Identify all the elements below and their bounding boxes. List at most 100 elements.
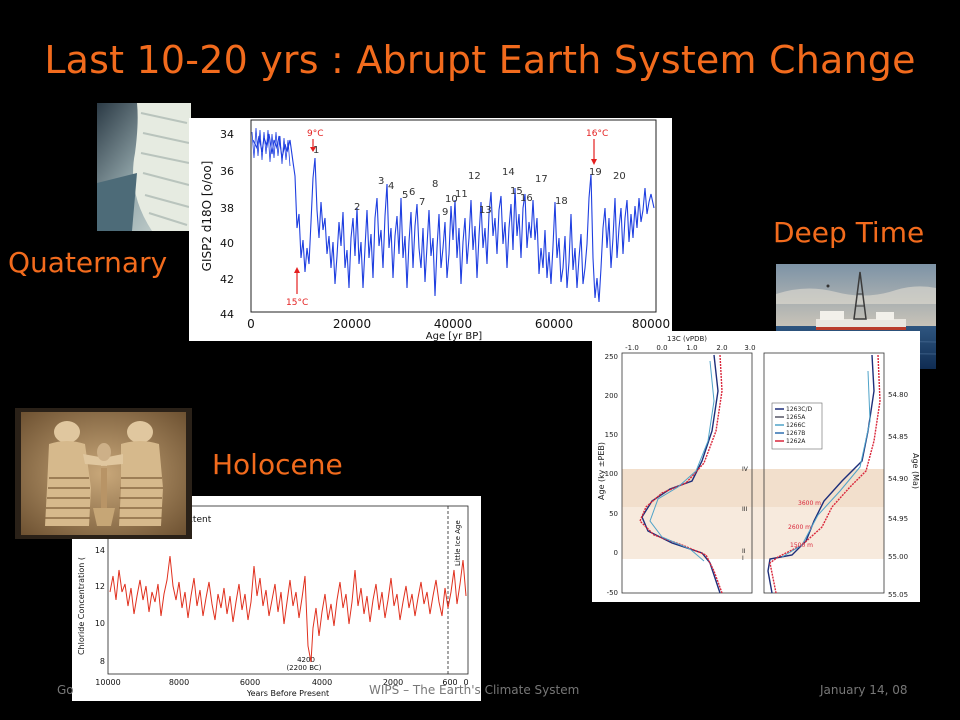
gisp2-y-tick: 42	[220, 273, 234, 286]
event-number: 14	[502, 167, 515, 178]
annotation-9c: 9°C	[307, 129, 324, 139]
chloride-y-tick: 14	[95, 546, 105, 555]
ice-core-photo	[97, 103, 191, 231]
roman-marker: II	[742, 548, 746, 555]
chloride-x-tick: 0	[463, 678, 468, 687]
chloride-x-tick: 6000	[240, 678, 260, 687]
top-tick: -1.0	[625, 344, 639, 352]
event-number: 4	[388, 181, 394, 192]
chloride-x-tick: 4000	[312, 678, 332, 687]
legend-entry: 1262A	[786, 438, 806, 445]
event-number: 12	[468, 171, 481, 182]
slide-title: Last 10-20 yrs : Abrupt Earth System Cha…	[44, 38, 916, 82]
gisp2-chart: 34 36 38 40 42 44 GISP2 d18O [o/oo] 0 20…	[189, 118, 672, 342]
chloride-x-tick: 2000	[383, 678, 403, 687]
chloride-y-tick: 8	[100, 657, 105, 666]
gisp2-x-tick: 20000	[333, 317, 371, 331]
gisp2-y-ticks: 34 36 38 40 42 44	[220, 128, 234, 321]
roman-marker: I	[742, 555, 744, 562]
roman-marker: IV	[742, 466, 749, 473]
gisp2-y-label: GISP2 d18O [o/oo]	[200, 161, 214, 272]
depth-labels: 3600 m 2600 m 1500 m	[788, 500, 821, 549]
right-tick: 55.05	[888, 591, 908, 599]
gisp2-y-tick: 36	[220, 165, 234, 178]
left-tick: 200	[605, 392, 618, 400]
chloride-y-ticks: 8 10 12 14	[95, 546, 105, 666]
right-tick: 54.90	[888, 475, 908, 483]
right-tick: 54.80	[888, 391, 908, 399]
left-ticks: 250 200 150 100 50 0 -50	[605, 353, 618, 597]
event-number: 9	[442, 207, 448, 218]
event-number: 20	[613, 171, 626, 182]
chloride-x-label: Years Before Present	[246, 689, 329, 698]
right-ticks: 54.80 54.85 54.90 54.95 55.00 55.05	[888, 391, 908, 599]
left-tick: 150	[605, 431, 618, 439]
annotation-15c: 15°C	[286, 298, 308, 308]
gisp2-x-ticks: 0 20000 40000 60000 80000	[247, 317, 670, 331]
chloride-x-tick: 10000	[95, 678, 120, 687]
quaternary-label: Quaternary	[8, 246, 168, 279]
event-number: 3	[378, 176, 384, 187]
gisp2-x-tick: 0	[247, 317, 255, 331]
roman-marker: III	[742, 506, 748, 513]
deep-time-label: Deep Time	[773, 216, 925, 249]
left-tick: 250	[605, 353, 618, 361]
chloride-x-ticks: 10000 8000 6000 4000 2000 600 0	[95, 678, 468, 687]
annotation-2200bc: (2200 BC)	[286, 664, 321, 672]
sumerian-relief-photo	[15, 408, 192, 539]
depth-label: 3600 m	[798, 500, 821, 507]
event-number: 13	[479, 205, 492, 216]
legend-entry: 1266C	[786, 422, 805, 429]
right-tick: 54.85	[888, 433, 908, 441]
chloride-x-tick: 600	[442, 678, 457, 687]
chloride-x-tick: 8000	[169, 678, 189, 687]
deep-time-chart: 13C (vPDB) -1.0 0.0 1.0 2.0 3.0 250 200 …	[592, 331, 920, 602]
event-number: 15	[510, 186, 523, 197]
gisp2-x-tick: 60000	[535, 317, 573, 331]
event-number: 5	[402, 190, 408, 201]
event-number: 11	[455, 189, 468, 200]
right-y-label: Age (Ma)	[911, 453, 920, 489]
gisp2-y-tick: 40	[220, 237, 234, 250]
left-tick: 100	[605, 470, 618, 478]
legend-entry: 1265A	[786, 414, 806, 421]
top-tick: 2.0	[716, 344, 727, 352]
annotation-16c: 16°C	[586, 129, 608, 139]
footer-right: January 14, 08	[820, 683, 908, 697]
legend-entry: 1263C/D	[786, 406, 812, 413]
chloride-y-tick: 12	[95, 582, 105, 591]
gisp2-x-tick: 40000	[434, 317, 472, 331]
footer-center: WIPS – The Earth's Climate System	[369, 683, 580, 697]
chloride-chart: ea Ice Extent Chloride Concentration ( 8…	[72, 496, 481, 701]
delta13c-label: 13C (vPDB)	[667, 335, 707, 343]
event-number: 7	[419, 197, 425, 208]
footer-left: Go	[57, 683, 74, 697]
left-tick: -50	[607, 589, 618, 597]
left-tick: 50	[609, 510, 618, 518]
deep-time-legend: 1263C/D 1265A 1266C 1267B 1262A	[775, 406, 812, 445]
chloride-series-line	[109, 555, 467, 663]
event-number: 2	[354, 202, 360, 213]
gisp2-x-label: Age [yr BP]	[426, 331, 483, 341]
gisp2-event-numbers: 1 2 3 4 5 6 7 8 9 10 11 12 13 14 15 16 1…	[313, 145, 626, 218]
event-number: 16	[520, 193, 533, 204]
top-tick: 0.0	[656, 344, 667, 352]
left-y-label: Age (ky ±PEB)	[597, 442, 606, 500]
event-number: 10	[445, 194, 458, 205]
event-number: 18	[555, 196, 568, 207]
legend-entry: 1267B	[786, 430, 805, 437]
gisp2-y-tick: 44	[220, 308, 234, 321]
event-number: 8	[432, 179, 438, 190]
gisp2-y-tick: 34	[220, 128, 234, 141]
top-ticks: -1.0 0.0 1.0 2.0 3.0	[625, 344, 755, 352]
left-tick: 0	[614, 549, 618, 557]
depth-label: 1500 m	[790, 542, 813, 549]
gisp2-series-line	[252, 133, 655, 303]
chloride-y-tick: 10	[95, 619, 105, 628]
event-number: 19	[589, 167, 602, 178]
event-number: 6	[409, 187, 415, 198]
event-number: 17	[535, 174, 548, 185]
right-tick: 54.95	[888, 515, 908, 523]
annotation-4200: 4200	[297, 656, 315, 664]
event-number: 1	[313, 145, 319, 156]
